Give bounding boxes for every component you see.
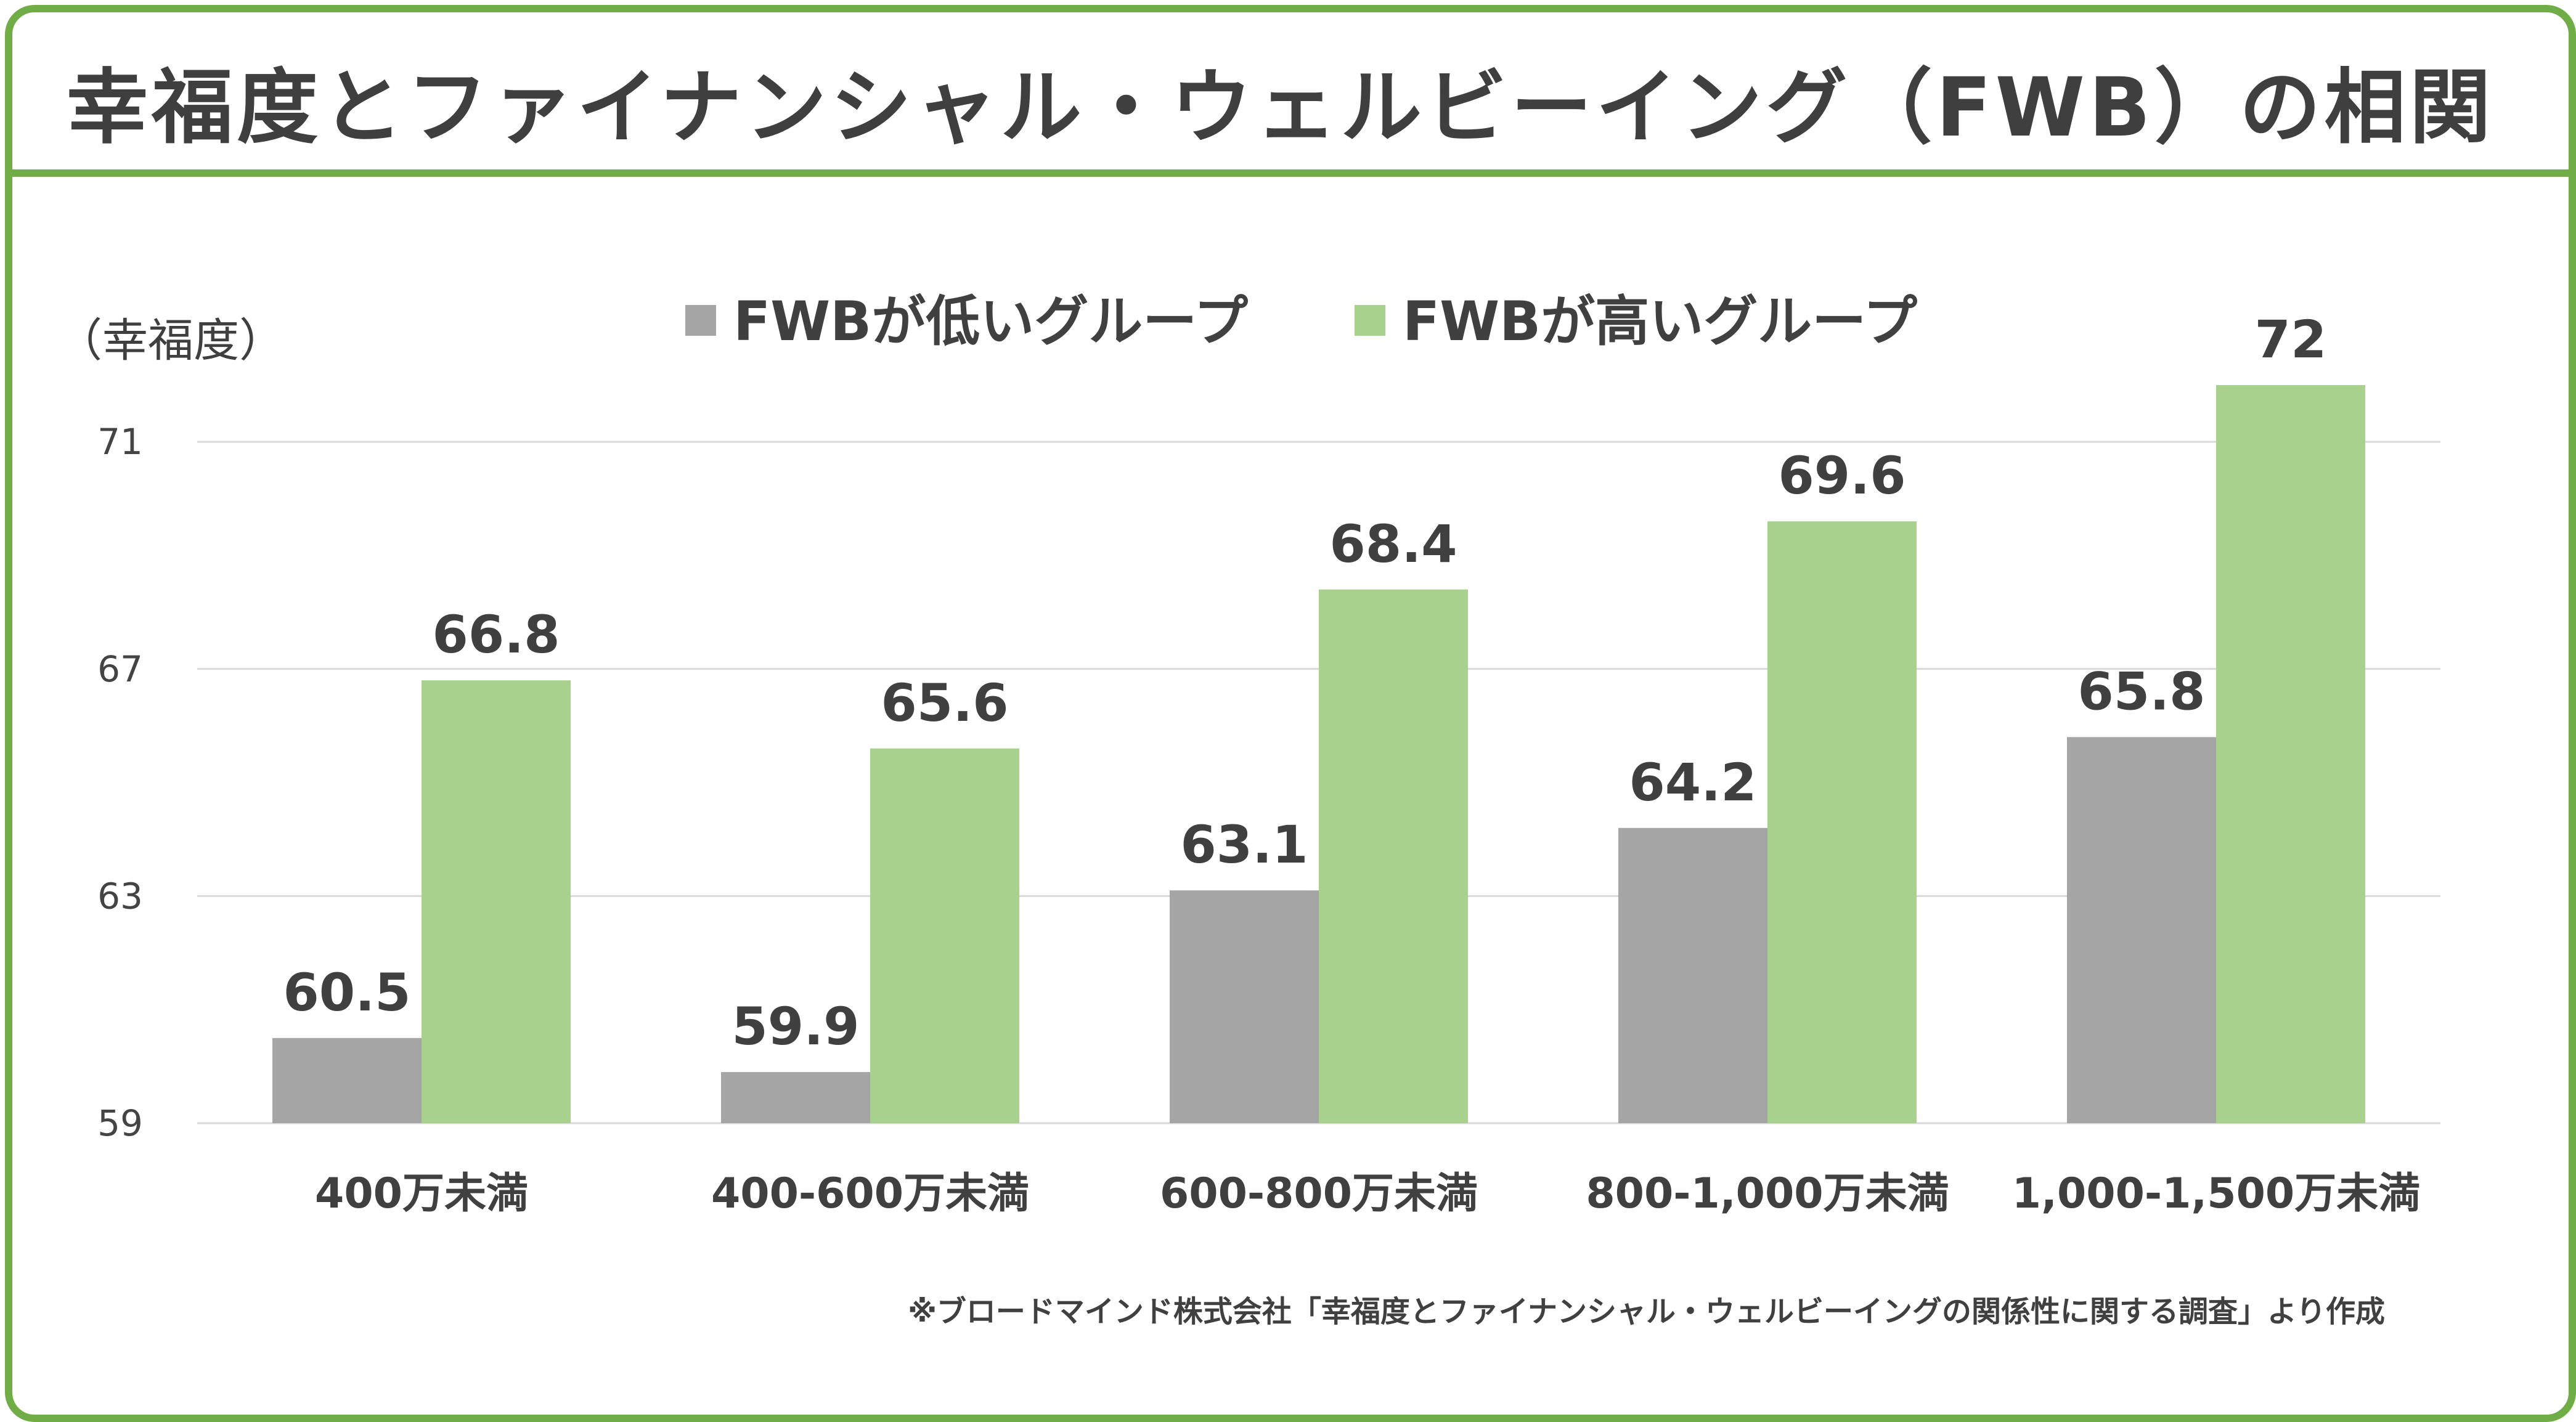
bar: [721, 1072, 870, 1123]
data-label: 65.8: [2077, 661, 2205, 721]
bar: [422, 680, 571, 1123]
bar: [1170, 890, 1319, 1123]
y-tick-label: 67: [97, 648, 143, 690]
data-label: 63.1: [1180, 815, 1308, 875]
x-category-label: 1,000-1,500万未満: [2012, 1169, 2420, 1218]
bar: [272, 1038, 422, 1123]
data-label: 69.6: [1778, 445, 1906, 506]
data-label: 60.5: [283, 962, 410, 1023]
x-category-label: 400万未満: [315, 1169, 528, 1218]
bar: [2067, 737, 2216, 1123]
data-label: 72: [2255, 309, 2327, 370]
legend: FWBが低いグループ FWBが高いグループ: [685, 290, 1917, 353]
data-label: 65.6: [881, 673, 1008, 733]
source-note: ※ブロードマインド株式会社「幸福度とファイナンシャル・ウェルビーイングの関係性に…: [908, 1294, 2385, 1329]
bars: [272, 385, 2365, 1123]
legend-label: FWBが高いグループ: [1403, 290, 1917, 353]
legend-swatch: [1355, 305, 1385, 336]
chart-title: 幸福度とファイナンシャル・ウェルビーイング（FWB）の相関: [67, 60, 2495, 155]
x-category-label: 800-1,000万未満: [1586, 1169, 1949, 1218]
legend-swatch: [685, 305, 716, 336]
bar: [1618, 827, 1767, 1123]
y-tick-label: 71: [97, 421, 143, 463]
labels: 59 63 67 71 60.5 66.8 400万未満 59.9 65.6 400-600万未満…: [97, 309, 2420, 1218]
data-label: 66.8: [432, 604, 560, 665]
x-category-label: 600-800万未満: [1160, 1169, 1478, 1218]
data-label: 64.2: [1629, 752, 1756, 813]
title-bar: 幸福度とファイナンシャル・ウェルビーイング（FWB）の相関: [12, 12, 2569, 177]
bar: [870, 748, 1019, 1123]
x-category-label: 400-600万未満: [711, 1169, 1029, 1218]
y-tick-label: 59: [97, 1102, 143, 1144]
y-tick-label: 63: [97, 875, 143, 917]
bar: [1319, 589, 1468, 1123]
bar: [1767, 521, 1917, 1123]
y-axis-label: （幸福度）: [57, 314, 285, 367]
data-label: 68.4: [1329, 514, 1457, 574]
data-label: 59.9: [732, 996, 859, 1057]
bar: [2216, 385, 2365, 1123]
legend-label: FWBが低いグループ: [733, 290, 1248, 353]
